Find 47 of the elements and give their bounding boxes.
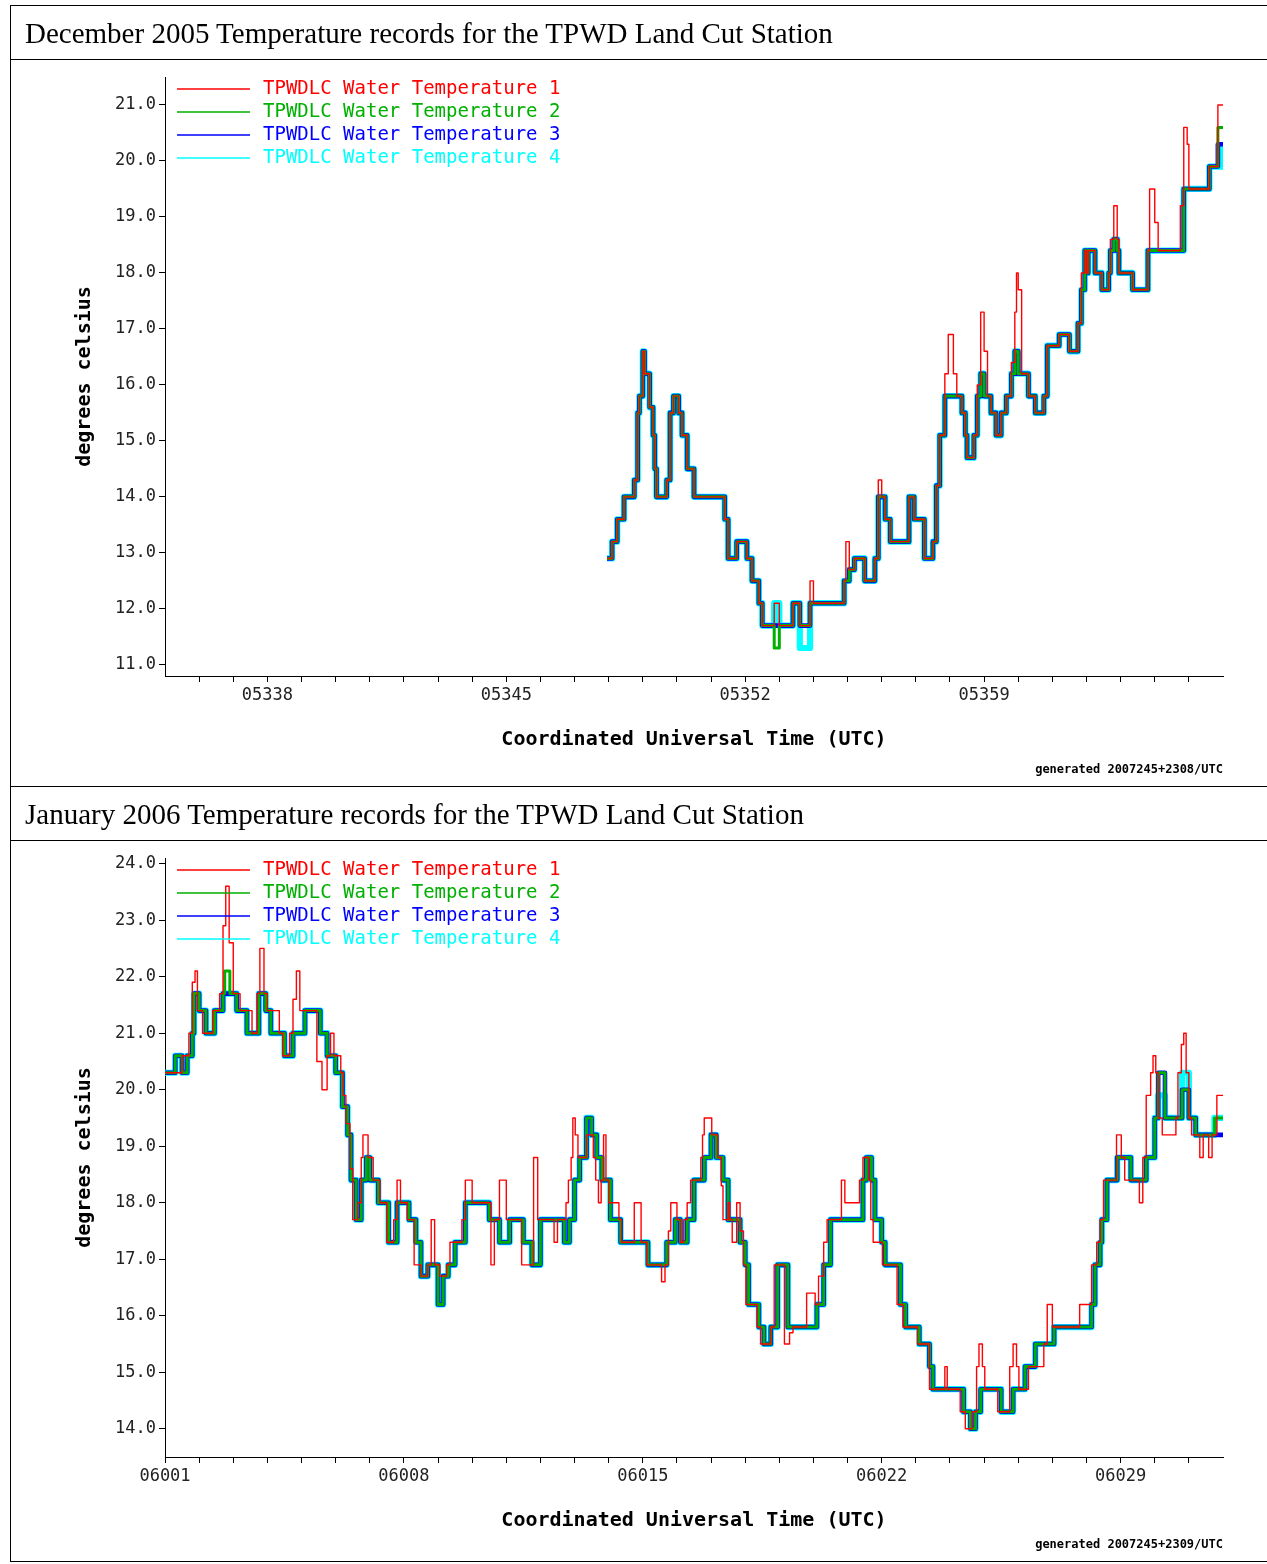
y-tick-label: 18.0 (115, 1191, 156, 1212)
y-tick-label: 19.0 (115, 205, 156, 226)
y-tick-label: 14.0 (115, 485, 156, 506)
y-tick-label: 11.0 (115, 653, 156, 674)
x-tick-label: 06008 (378, 1464, 430, 1485)
y-tick-label: 15.0 (115, 1360, 156, 1381)
x-tick-label: 06029 (1095, 1464, 1147, 1485)
legend-label: TPWDLC Water Temperature 3 (263, 902, 561, 925)
legend-label: TPWDLC Water Temperature 3 (263, 121, 561, 144)
chart-title: December 2005 Temperature records for the TPWD Land Cut Station (11, 6, 1267, 60)
legend-label: TPWDLC Water Temperature 2 (263, 879, 561, 902)
text: generated 2007245+2309/UTC (1035, 1537, 1223, 1552)
y-tick-label: 12.0 (115, 597, 156, 618)
x-axis-title: Coordinated Universal Time (UTC) (501, 1507, 887, 1532)
y-tick-label: 20.0 (115, 1078, 156, 1099)
legend-label: TPWDLC Water Temperature 1 (263, 75, 561, 98)
y-tick-label: 16.0 (115, 373, 156, 394)
y-tick-label: 16.0 (115, 1304, 156, 1325)
x-tick-label: 05345 (480, 683, 532, 704)
y-axis-title: degrees celsius (71, 1067, 96, 1248)
y-tick-label: 13.0 (115, 541, 156, 562)
y-tick-label: 21.0 (115, 1021, 156, 1042)
y-tick-label: 20.0 (115, 149, 156, 170)
x-tick-label: 05352 (719, 683, 771, 704)
text: generated 2007245+2308/UTC (1035, 762, 1223, 777)
y-tick-label: 23.0 (115, 908, 156, 929)
y-axis-title: degrees celsius (71, 286, 96, 467)
x-tick-label: 05338 (241, 683, 293, 704)
x-tick-label: 06022 (856, 1464, 908, 1485)
y-tick-label: 15.0 (115, 429, 156, 450)
y-tick-label: 14.0 (115, 1417, 156, 1438)
x-tick-label: 06001 (139, 1464, 191, 1485)
chart-title: January 2006 Temperature records for the TPWD Land Cut Station (11, 787, 1267, 841)
x-tick-label: 06015 (617, 1464, 669, 1485)
x-tick-label: 05359 (958, 683, 1010, 704)
legend-label: TPWDLC Water Temperature 1 (263, 856, 561, 879)
y-tick-label: 17.0 (115, 1247, 156, 1268)
legend-label: TPWDLC Water Temperature 4 (263, 144, 561, 167)
legend-label: TPWDLC Water Temperature 4 (263, 925, 561, 948)
y-tick-label: 17.0 (115, 317, 156, 338)
y-tick-label: 24.0 (115, 852, 156, 873)
legend-label: TPWDLC Water Temperature 2 (263, 98, 561, 121)
y-tick-label: 19.0 (115, 1134, 156, 1155)
y-tick-label: 18.0 (115, 261, 156, 282)
y-tick-label: 21.0 (115, 93, 156, 114)
y-tick-label: 22.0 (115, 965, 156, 986)
x-axis-title: Coordinated Universal Time (UTC) (501, 726, 887, 751)
